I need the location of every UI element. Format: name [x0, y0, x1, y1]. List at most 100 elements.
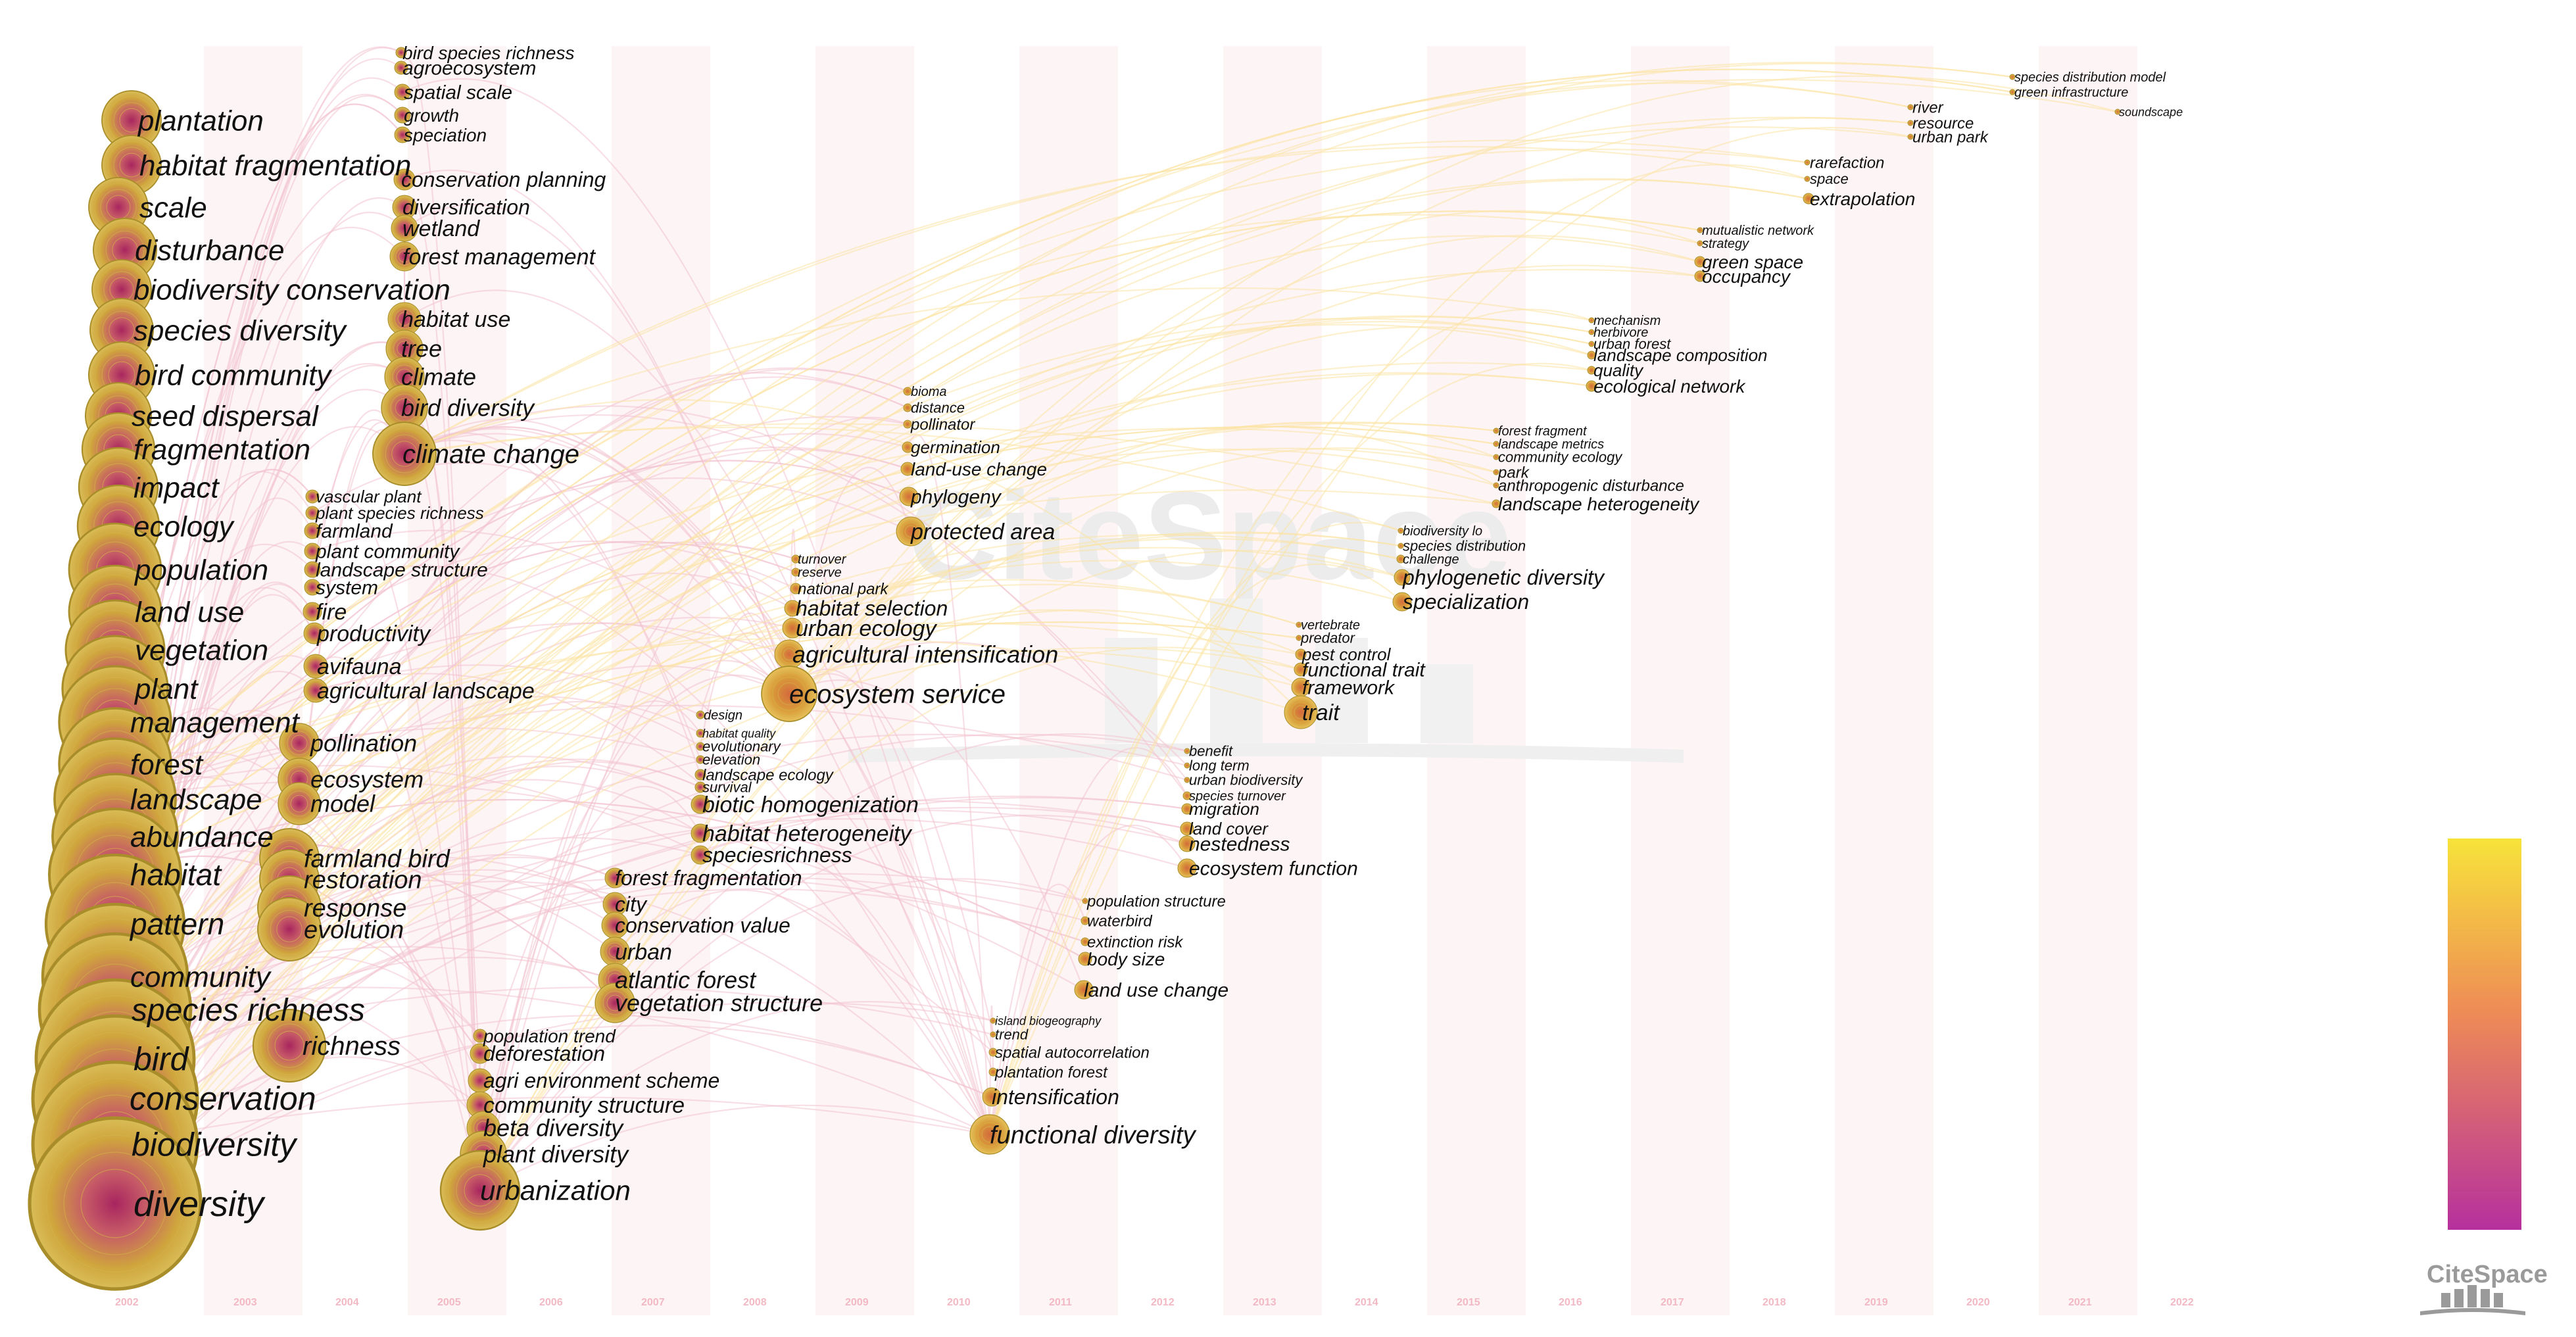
keyword-node-circle[interactable]	[969, 1114, 1010, 1155]
keyword-node-circle[interactable]	[696, 742, 705, 751]
keyword-node[interactable]	[1184, 762, 1190, 769]
keyword-node-circle[interactable]	[1907, 134, 1914, 140]
keyword-node[interactable]	[1586, 380, 1597, 392]
keyword-node[interactable]	[381, 384, 428, 431]
keyword-node-circle[interactable]	[303, 654, 328, 679]
keyword-node[interactable]	[982, 1087, 1002, 1107]
keyword-node-circle[interactable]	[1394, 569, 1411, 586]
keyword-node[interactable]	[1907, 104, 1914, 110]
keyword-node[interactable]	[1492, 499, 1501, 508]
keyword-node-circle[interactable]	[691, 794, 710, 814]
keyword-node-circle[interactable]	[784, 600, 801, 617]
keyword-node-circle[interactable]	[1181, 803, 1193, 815]
keyword-node-circle[interactable]	[696, 755, 705, 764]
keyword-node-circle[interactable]	[394, 126, 411, 143]
keyword-node[interactable]	[305, 506, 320, 520]
keyword-node[interactable]	[394, 61, 408, 75]
keyword-node[interactable]	[761, 666, 817, 722]
keyword-node-circle[interactable]	[1296, 621, 1302, 628]
keyword-node-circle[interactable]	[303, 678, 328, 703]
keyword-node-circle[interactable]	[1284, 695, 1318, 729]
keyword-node[interactable]	[1184, 748, 1190, 754]
keyword-node-circle[interactable]	[1694, 256, 1706, 268]
keyword-node[interactable]	[1493, 469, 1499, 475]
keyword-node-circle[interactable]	[896, 516, 926, 547]
keyword-node[interactable]	[391, 214, 418, 242]
keyword-node-circle[interactable]	[2009, 89, 2016, 95]
keyword-node[interactable]	[1587, 366, 1596, 375]
keyword-node-circle[interactable]	[1493, 469, 1499, 475]
keyword-node-circle[interactable]	[28, 1116, 203, 1291]
keyword-node[interactable]	[1284, 695, 1318, 729]
keyword-node[interactable]	[1694, 256, 1706, 268]
keyword-node-circle[interactable]	[1184, 762, 1190, 769]
keyword-node-circle[interactable]	[304, 543, 321, 560]
keyword-node-circle[interactable]	[1182, 791, 1192, 800]
keyword-node[interactable]	[279, 723, 320, 764]
keyword-node-circle[interactable]	[1804, 159, 1810, 166]
keyword-node-circle[interactable]	[1184, 748, 1190, 754]
keyword-node-circle[interactable]	[1296, 635, 1302, 641]
keyword-node[interactable]	[691, 794, 710, 814]
keyword-node-circle[interactable]	[389, 241, 420, 272]
keyword-node-circle[interactable]	[1078, 952, 1092, 966]
keyword-node[interactable]	[988, 1067, 998, 1077]
keyword-node-circle[interactable]	[473, 1029, 487, 1043]
keyword-node-circle[interactable]	[394, 61, 408, 75]
keyword-node[interactable]	[439, 1150, 521, 1231]
keyword-node-circle[interactable]	[902, 441, 913, 453]
keyword-node-circle[interactable]	[1493, 454, 1499, 460]
keyword-node[interactable]	[2009, 74, 2016, 80]
keyword-node-circle[interactable]	[303, 602, 322, 621]
keyword-node[interactable]	[1181, 803, 1193, 815]
keyword-node[interactable]	[1184, 777, 1190, 783]
keyword-node[interactable]	[303, 654, 328, 679]
keyword-node-circle[interactable]	[1179, 835, 1196, 852]
keyword-node-circle[interactable]	[694, 781, 706, 793]
keyword-node-circle[interactable]	[470, 1043, 491, 1064]
keyword-node[interactable]	[28, 1116, 203, 1291]
keyword-node-circle[interactable]	[791, 568, 800, 577]
keyword-node-circle[interactable]	[1493, 441, 1499, 447]
keyword-node-circle[interactable]	[303, 622, 326, 644]
keyword-node[interactable]	[1081, 937, 1090, 946]
keyword-node-circle[interactable]	[278, 782, 321, 825]
keyword-node[interactable]	[372, 422, 437, 486]
keyword-node[interactable]	[2114, 109, 2121, 115]
keyword-node[interactable]	[1588, 317, 1595, 324]
keyword-node[interactable]	[1804, 159, 1810, 166]
keyword-node[interactable]	[903, 403, 912, 412]
keyword-node-circle[interactable]	[304, 522, 321, 539]
keyword-node-circle[interactable]	[696, 729, 705, 738]
keyword-node[interactable]	[1397, 543, 1404, 549]
keyword-node-circle[interactable]	[903, 420, 912, 429]
keyword-node[interactable]	[395, 47, 407, 59]
keyword-node-circle[interactable]	[257, 897, 322, 961]
keyword-node[interactable]	[1295, 648, 1307, 660]
keyword-node[interactable]	[394, 84, 411, 101]
keyword-node[interactable]	[389, 241, 420, 272]
keyword-node[interactable]	[1296, 621, 1302, 628]
keyword-node-circle[interactable]	[595, 983, 635, 1023]
keyword-node[interactable]	[1907, 134, 1914, 140]
keyword-node-circle[interactable]	[1586, 380, 1597, 392]
keyword-node-circle[interactable]	[696, 710, 705, 719]
keyword-node[interactable]	[604, 867, 625, 888]
keyword-node[interactable]	[784, 600, 801, 617]
keyword-node-circle[interactable]	[1697, 240, 1703, 247]
keyword-node-circle[interactable]	[691, 823, 710, 843]
keyword-node-circle[interactable]	[900, 462, 915, 476]
keyword-node[interactable]	[278, 782, 321, 825]
keyword-node[interactable]	[304, 543, 321, 560]
keyword-node[interactable]	[1493, 482, 1499, 489]
keyword-node-circle[interactable]	[1587, 366, 1596, 375]
keyword-node-circle[interactable]	[1804, 176, 1810, 182]
keyword-node-circle[interactable]	[1074, 980, 1094, 1000]
keyword-node-circle[interactable]	[1697, 227, 1703, 233]
keyword-node[interactable]	[1493, 454, 1499, 460]
keyword-node[interactable]	[900, 462, 915, 476]
keyword-node[interactable]	[303, 602, 322, 621]
keyword-node-circle[interactable]	[304, 561, 321, 578]
keyword-node[interactable]	[101, 90, 162, 151]
keyword-node[interactable]	[1493, 427, 1499, 434]
